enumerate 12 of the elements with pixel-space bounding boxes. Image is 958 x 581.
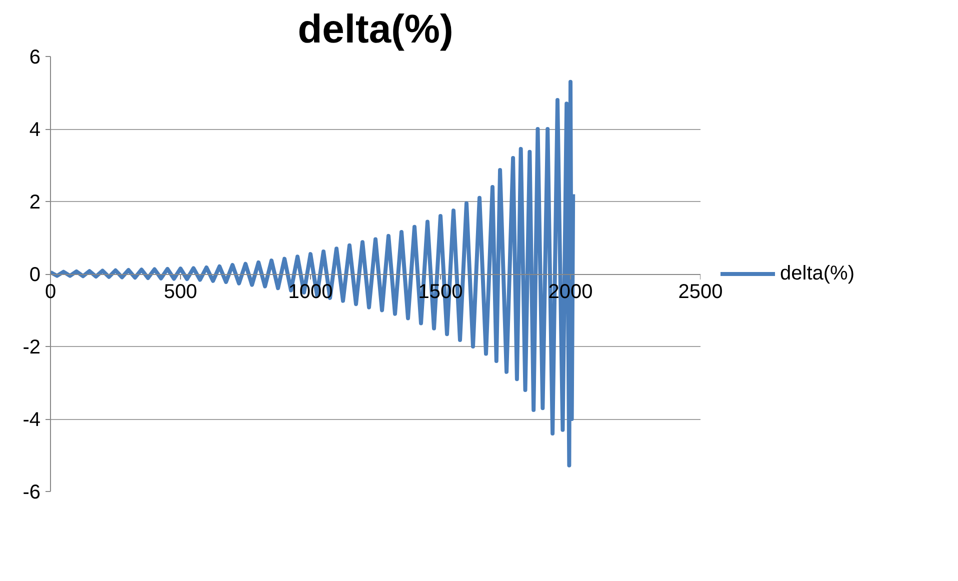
legend-label: delta(%) [780,262,854,285]
y-tick-label: 0 [29,264,40,286]
y-tick-label: -6 [22,482,41,504]
y-tick-label: 6 [29,46,40,68]
chart-title: delta(%) [298,8,454,52]
y-tick-label: 4 [29,119,40,141]
y-tick-label: 2 [29,192,40,214]
y-tick-label: -4 [22,409,41,431]
x-tick-label: 500 [164,281,198,303]
x-tick-label: 2500 [678,281,723,303]
y-tick-label: -2 [22,336,41,358]
x-tick-label: 0 [44,281,56,303]
